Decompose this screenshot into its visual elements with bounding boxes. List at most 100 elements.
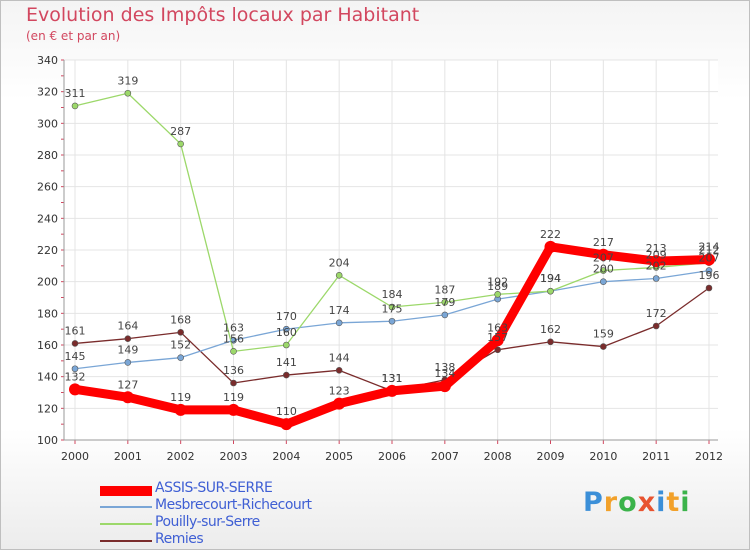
data-point xyxy=(600,343,607,350)
data-point xyxy=(441,311,449,319)
data-label: 164 xyxy=(117,320,138,333)
data-point xyxy=(71,340,79,347)
data-label: 131 xyxy=(382,372,403,385)
y-tick-label: 180 xyxy=(37,307,58,320)
data-point xyxy=(600,267,607,274)
data-point xyxy=(705,267,713,274)
chart-subtitle: (en € et par an) xyxy=(26,29,121,43)
legend-label: Pouilly-sur-Serre xyxy=(155,514,260,530)
legend-swatch xyxy=(100,540,152,542)
y-tick-label: 220 xyxy=(37,244,58,257)
legend-label: Remies xyxy=(155,531,204,547)
data-point xyxy=(177,140,184,148)
data-point xyxy=(705,284,713,292)
data-label: 159 xyxy=(593,328,614,341)
data-label: 127 xyxy=(117,378,138,391)
data-point xyxy=(333,397,346,410)
logo-letter: r xyxy=(603,487,619,518)
x-tick-label: 2006 xyxy=(378,450,406,463)
data-point xyxy=(280,418,293,431)
data-label: 202 xyxy=(646,260,667,273)
data-label: 184 xyxy=(382,288,403,301)
data-label: 163 xyxy=(487,321,508,334)
data-point xyxy=(283,325,290,333)
x-tick-label: 2009 xyxy=(537,450,565,463)
data-point xyxy=(386,384,398,397)
data-label: 213 xyxy=(646,242,667,255)
data-point xyxy=(335,367,343,374)
data-point xyxy=(177,329,184,336)
data-label: 149 xyxy=(117,343,138,356)
data-label: 170 xyxy=(276,310,297,323)
data-label: 194 xyxy=(540,272,561,285)
data-point xyxy=(600,278,607,285)
x-tick-label: 2002 xyxy=(167,450,195,463)
data-label: 192 xyxy=(487,275,508,288)
legend-label: Mesbrecourt-Richecourt xyxy=(155,497,312,513)
data-label: 319 xyxy=(117,74,138,87)
data-label: 207 xyxy=(593,252,614,265)
data-point xyxy=(71,365,79,373)
data-label: 311 xyxy=(65,87,86,100)
data-point xyxy=(283,371,290,379)
data-point xyxy=(124,359,132,366)
data-point xyxy=(650,255,663,268)
data-point xyxy=(388,317,396,325)
y-tick-label: 260 xyxy=(37,181,58,194)
legend-label: ASSIS-SUR-SERRE xyxy=(155,480,273,496)
data-label: 119 xyxy=(223,391,244,404)
data-label: 136 xyxy=(223,364,244,377)
data-label: 162 xyxy=(540,323,561,336)
x-tick-label: 2011 xyxy=(642,450,670,463)
data-label: 168 xyxy=(170,313,191,326)
data-label: 172 xyxy=(646,307,667,320)
x-tick-label: 2007 xyxy=(431,450,459,463)
data-point xyxy=(652,322,660,330)
chart-title: Evolution des Impôts locaux par Habitant xyxy=(26,4,420,26)
data-label: 214 xyxy=(699,241,720,254)
data-label: 175 xyxy=(382,302,403,315)
data-point xyxy=(491,334,504,347)
data-point xyxy=(69,383,81,396)
x-tick-label: 2003 xyxy=(220,450,248,463)
data-point xyxy=(494,346,501,354)
logo-letter: o xyxy=(618,487,638,518)
logo-letter: x xyxy=(637,487,657,518)
legend-swatch xyxy=(100,523,152,525)
logo-letter: P xyxy=(583,487,604,518)
x-tick-label: 2008 xyxy=(484,450,512,463)
data-point xyxy=(441,298,449,306)
y-tick-label: 100 xyxy=(37,434,58,447)
data-label: 161 xyxy=(65,324,86,337)
data-point xyxy=(652,275,660,282)
data-label: 204 xyxy=(329,256,350,269)
data-point xyxy=(177,354,184,361)
data-label: 134 xyxy=(434,367,455,380)
logo-letter: i xyxy=(680,487,691,518)
data-label: 187 xyxy=(434,283,455,296)
legend-swatch xyxy=(100,486,152,496)
data-label: 138 xyxy=(434,361,455,374)
data-label: 141 xyxy=(276,356,297,369)
data-point xyxy=(283,341,290,349)
x-tick-label: 2010 xyxy=(589,450,617,463)
y-tick-label: 200 xyxy=(37,276,58,289)
data-label: 222 xyxy=(540,228,561,241)
data-point xyxy=(71,102,79,110)
logo-letter: i xyxy=(656,487,667,518)
data-label: 194 xyxy=(540,272,561,285)
x-tick-label: 2012 xyxy=(695,450,723,463)
data-label: 156 xyxy=(223,332,244,345)
y-tick-label: 240 xyxy=(37,212,58,225)
data-label: 123 xyxy=(329,385,350,398)
data-point xyxy=(124,89,132,97)
data-label: 131 xyxy=(382,372,403,385)
data-point xyxy=(544,240,557,253)
data-point xyxy=(335,319,343,327)
data-label: 200 xyxy=(593,263,614,276)
data-point xyxy=(230,379,237,387)
data-point xyxy=(438,380,451,393)
data-label: 110 xyxy=(276,405,297,418)
data-point xyxy=(494,291,501,298)
data-label: 152 xyxy=(170,339,191,352)
